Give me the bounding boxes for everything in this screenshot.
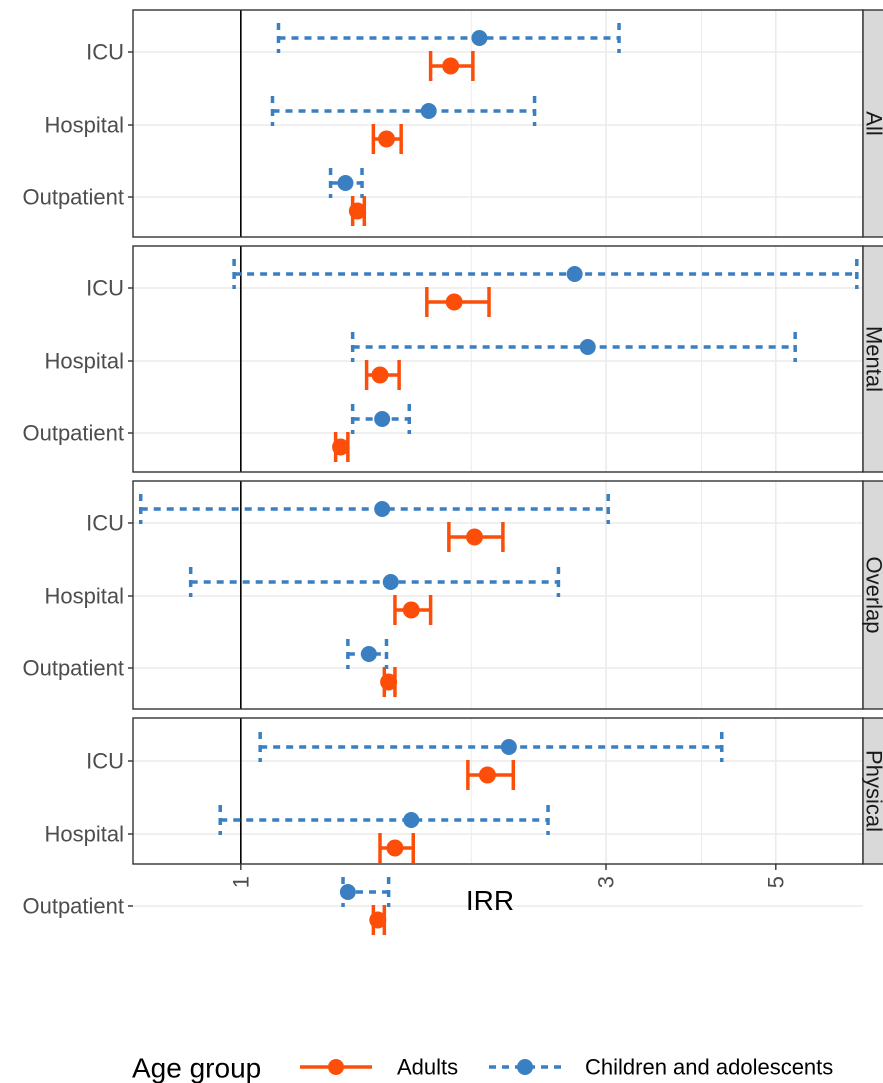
x-tick-label: 3	[593, 876, 618, 888]
y-tick-label: ICU	[86, 749, 124, 774]
estimate-point	[371, 366, 389, 384]
facet-strip-label: Overlap	[862, 556, 883, 633]
x-axis-title: IRR	[466, 885, 514, 916]
estimate-point	[369, 911, 387, 929]
y-tick-label: Hospital	[45, 349, 124, 374]
y-tick-label: ICU	[86, 276, 124, 301]
estimate-point	[500, 739, 517, 755]
estimate-point	[332, 438, 350, 456]
legend-label: Adults	[397, 1055, 458, 1080]
estimate-point	[374, 501, 391, 517]
facet-strip	[862, 245, 883, 473]
facet-strip-label: Physical	[862, 750, 883, 832]
y-tick-label: Outpatient	[22, 185, 124, 210]
estimate-point	[337, 175, 354, 191]
estimate-point	[348, 202, 366, 220]
estimate-point	[386, 839, 404, 857]
facet-overlap: Overlap Outpatient Hospital ICU	[22, 480, 883, 710]
facet-strip-label: All	[862, 111, 883, 135]
panel-background	[133, 718, 863, 864]
panel-background	[133, 481, 863, 709]
estimate-point	[402, 601, 420, 619]
estimate-point	[466, 528, 484, 546]
facet-mental: Mental Outpatient Hospital ICU	[22, 245, 883, 473]
facet-all: All Outpatient Hospital ICU	[22, 9, 883, 238]
legend-point	[328, 1059, 344, 1075]
estimate-point	[380, 673, 398, 691]
facet-strip	[862, 717, 883, 865]
estimate-point	[478, 766, 496, 784]
facet-strip-label: Mental	[862, 326, 883, 392]
y-tick-label: Hospital	[45, 113, 124, 138]
estimate-point	[579, 339, 596, 355]
estimate-point	[445, 293, 463, 311]
facet-strip	[862, 480, 883, 710]
estimate-point	[377, 130, 395, 148]
legend-key-adults	[300, 1059, 372, 1075]
panel-background	[133, 246, 863, 472]
y-tick-label: Outpatient	[22, 656, 124, 681]
facet-physical: Physical Outpatient Hospital ICU	[22, 717, 883, 935]
y-tick-label: Hospital	[45, 822, 124, 847]
estimate-point	[339, 884, 356, 900]
y-tick-label: ICU	[86, 40, 124, 65]
legend-point	[517, 1059, 533, 1075]
estimate-point	[403, 812, 420, 828]
y-tick-label: Hospital	[45, 584, 124, 609]
estimate-point	[360, 646, 377, 662]
legend: Age group Adults Children and adolescents	[132, 1053, 833, 1083]
estimate-point	[442, 57, 460, 75]
estimate-point	[382, 574, 399, 590]
panel-background	[133, 10, 863, 237]
legend-label: Children and adolescents	[585, 1055, 833, 1080]
y-tick-label: Outpatient	[22, 894, 124, 919]
estimate-point	[420, 103, 437, 119]
x-tick-label: 5	[763, 876, 788, 888]
legend-title: Age group	[132, 1053, 261, 1083]
estimate-point	[374, 411, 391, 427]
y-tick-label: Outpatient	[22, 421, 124, 446]
y-tick-label: ICU	[86, 511, 124, 536]
estimate-point	[471, 30, 488, 46]
x-tick-label: 1	[228, 876, 253, 888]
legend-key-children	[489, 1059, 561, 1075]
estimate-point	[566, 266, 583, 282]
facet-strip	[862, 9, 883, 238]
